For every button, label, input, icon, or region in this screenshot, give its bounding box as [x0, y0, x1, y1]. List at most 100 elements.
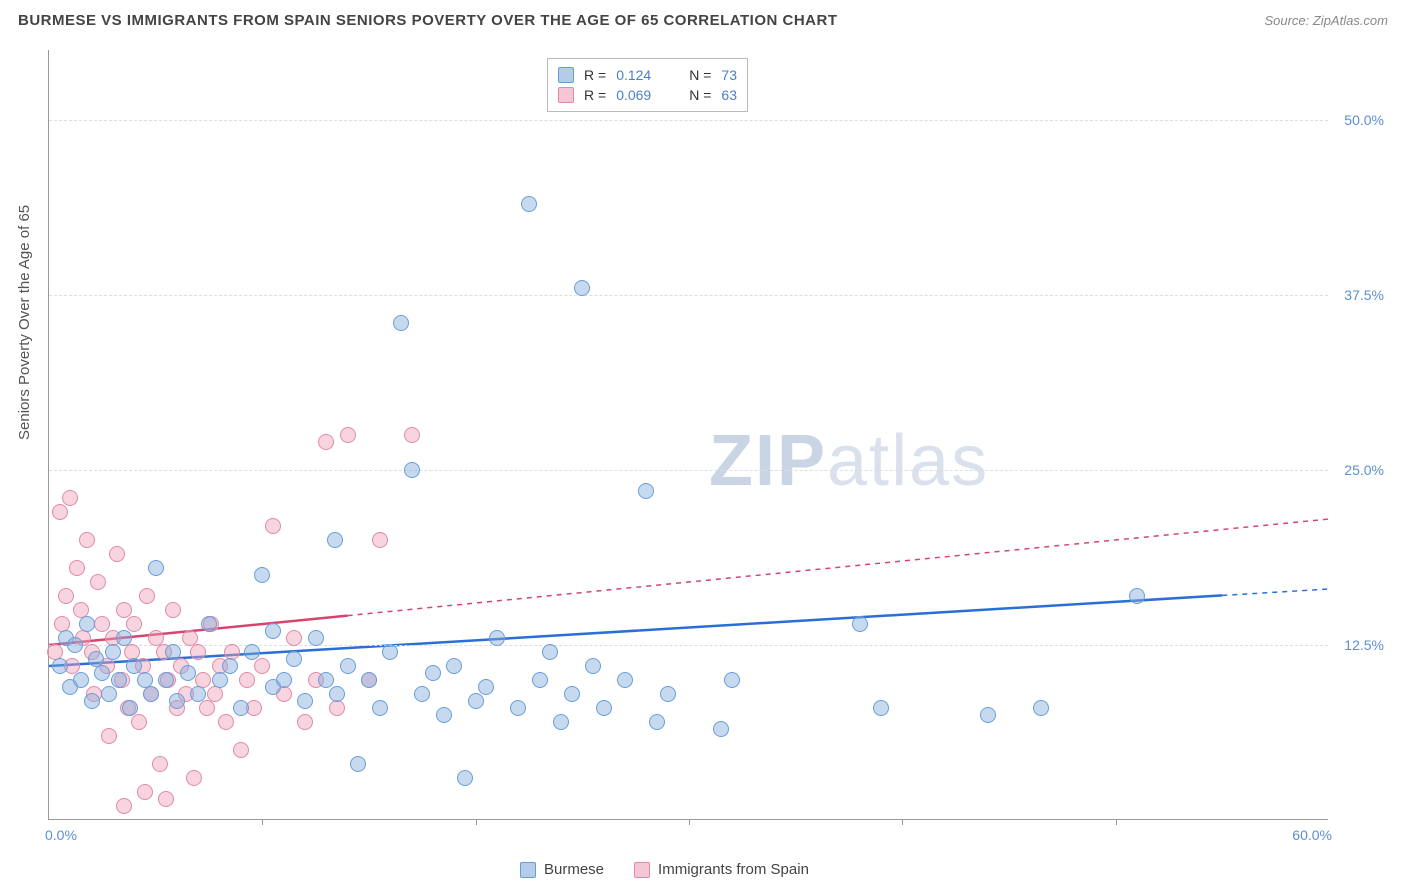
- chart-header: BURMESE VS IMMIGRANTS FROM SPAIN SENIORS…: [0, 0, 1406, 37]
- scatter-point-blue: [276, 672, 292, 688]
- chart-area: ZIPatlas R = 0.124 N = 73 R = 0.069 N = …: [48, 50, 1388, 820]
- scatter-point-blue: [73, 672, 89, 688]
- scatter-point-blue: [67, 637, 83, 653]
- scatter-point-pink: [126, 616, 142, 632]
- gridline-h: [49, 295, 1328, 296]
- chart-source: Source: ZipAtlas.com: [1264, 13, 1388, 28]
- scatter-point-blue: [468, 693, 484, 709]
- scatter-point-blue: [101, 686, 117, 702]
- swatch-blue-icon: [520, 862, 536, 878]
- scatter-point-pink: [90, 574, 106, 590]
- scatter-point-blue: [84, 693, 100, 709]
- scatter-point-blue: [553, 714, 569, 730]
- swatch-pink-icon: [558, 87, 574, 103]
- scatter-point-blue: [617, 672, 633, 688]
- scatter-point-blue: [233, 700, 249, 716]
- correlation-row-blue: R = 0.124 N = 73: [558, 65, 737, 85]
- scatter-point-blue: [649, 714, 665, 730]
- y-tick-label: 12.5%: [1334, 637, 1384, 653]
- y-tick-label: 50.0%: [1334, 112, 1384, 128]
- scatter-point-blue: [340, 658, 356, 674]
- scatter-point-blue: [436, 707, 452, 723]
- scatter-point-blue: [382, 644, 398, 660]
- scatter-point-pink: [62, 490, 78, 506]
- scatter-point-blue: [404, 462, 420, 478]
- scatter-point-pink: [199, 700, 215, 716]
- scatter-point-blue: [254, 567, 270, 583]
- scatter-point-pink: [186, 770, 202, 786]
- scatter-point-blue: [308, 630, 324, 646]
- scatter-point-blue: [318, 672, 334, 688]
- x-tick-mark: [476, 819, 477, 825]
- scatter-point-blue: [521, 196, 537, 212]
- scatter-point-blue: [148, 560, 164, 576]
- scatter-point-blue: [361, 672, 377, 688]
- scatter-point-blue: [852, 616, 868, 632]
- scatter-point-blue: [638, 483, 654, 499]
- scatter-point-blue: [165, 644, 181, 660]
- scatter-point-blue: [660, 686, 676, 702]
- scatter-point-blue: [873, 700, 889, 716]
- scatter-point-blue: [190, 686, 206, 702]
- scatter-point-blue: [180, 665, 196, 681]
- scatter-point-blue: [542, 644, 558, 660]
- scatter-point-blue: [980, 707, 996, 723]
- scatter-point-blue: [393, 315, 409, 331]
- scatter-point-pink: [340, 427, 356, 443]
- scatter-point-pink: [69, 560, 85, 576]
- scatter-point-blue: [478, 679, 494, 695]
- scatter-point-pink: [158, 791, 174, 807]
- swatch-pink-icon: [634, 862, 650, 878]
- scatter-point-blue: [596, 700, 612, 716]
- scatter-point-pink: [109, 546, 125, 562]
- scatter-point-blue: [201, 616, 217, 632]
- scatter-point-pink: [372, 532, 388, 548]
- correlation-row-pink: R = 0.069 N = 63: [558, 85, 737, 105]
- scatter-point-blue: [327, 532, 343, 548]
- scatter-point-blue: [111, 672, 127, 688]
- scatter-point-pink: [254, 658, 270, 674]
- scatter-point-pink: [94, 616, 110, 632]
- scatter-point-pink: [116, 602, 132, 618]
- scatter-point-blue: [94, 665, 110, 681]
- scatter-point-blue: [585, 658, 601, 674]
- scatter-point-blue: [1033, 700, 1049, 716]
- scatter-point-pink: [58, 588, 74, 604]
- scatter-point-blue: [297, 693, 313, 709]
- scatter-point-blue: [79, 616, 95, 632]
- scatter-point-pink: [152, 756, 168, 772]
- scatter-point-pink: [218, 714, 234, 730]
- correlation-legend: R = 0.124 N = 73 R = 0.069 N = 63: [547, 58, 748, 112]
- x-tick-label: 0.0%: [45, 827, 77, 843]
- scatter-point-blue: [126, 658, 142, 674]
- scatter-point-pink: [165, 602, 181, 618]
- scatter-point-blue: [329, 686, 345, 702]
- scatter-point-pink: [233, 742, 249, 758]
- watermark: ZIPatlas: [709, 420, 989, 502]
- scatter-point-blue: [713, 721, 729, 737]
- scatter-point-blue: [532, 672, 548, 688]
- scatter-point-pink: [137, 784, 153, 800]
- scatter-plot: ZIPatlas R = 0.124 N = 73 R = 0.069 N = …: [48, 50, 1328, 820]
- swatch-blue-icon: [558, 67, 574, 83]
- scatter-point-pink: [297, 714, 313, 730]
- x-tick-label: 60.0%: [1292, 827, 1332, 843]
- scatter-point-blue: [510, 700, 526, 716]
- scatter-point-blue: [286, 651, 302, 667]
- scatter-point-blue: [158, 672, 174, 688]
- scatter-point-blue: [425, 665, 441, 681]
- scatter-point-pink: [207, 686, 223, 702]
- scatter-point-blue: [564, 686, 580, 702]
- scatter-point-pink: [286, 630, 302, 646]
- scatter-point-blue: [446, 658, 462, 674]
- scatter-point-blue: [1129, 588, 1145, 604]
- y-tick-label: 25.0%: [1334, 462, 1384, 478]
- legend-item-blue: Burmese: [520, 861, 604, 878]
- scatter-point-blue: [52, 658, 68, 674]
- x-tick-mark: [689, 819, 690, 825]
- legend-item-pink: Immigrants from Spain: [634, 861, 809, 878]
- scatter-point-pink: [79, 532, 95, 548]
- scatter-point-blue: [350, 756, 366, 772]
- scatter-point-blue: [116, 630, 132, 646]
- gridline-h: [49, 120, 1328, 121]
